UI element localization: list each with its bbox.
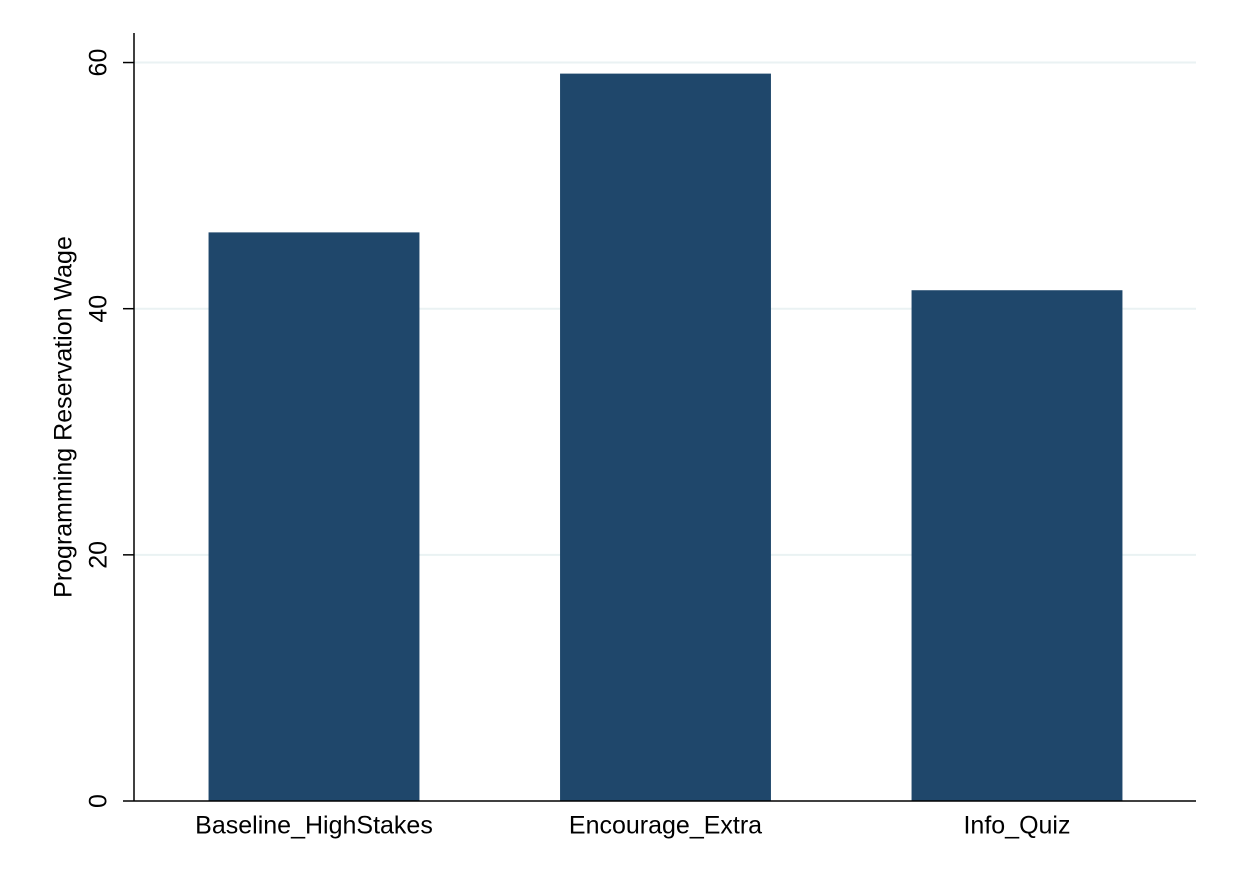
y-tick-label: 40 <box>85 295 113 323</box>
x-tick-label: Encourage_Extra <box>569 812 762 840</box>
y-axis-title: Programming Reservation Wage <box>50 236 78 598</box>
bar <box>208 232 420 801</box>
y-tick-label: 60 <box>85 49 113 77</box>
y-tick-label: 0 <box>85 794 113 808</box>
x-tick-label: Info_Quiz <box>963 812 1070 840</box>
bar <box>560 73 771 802</box>
y-tick-label: 20 <box>85 541 113 569</box>
bar <box>911 290 1123 801</box>
x-tick-label: Baseline_HighStakes <box>195 812 433 840</box>
